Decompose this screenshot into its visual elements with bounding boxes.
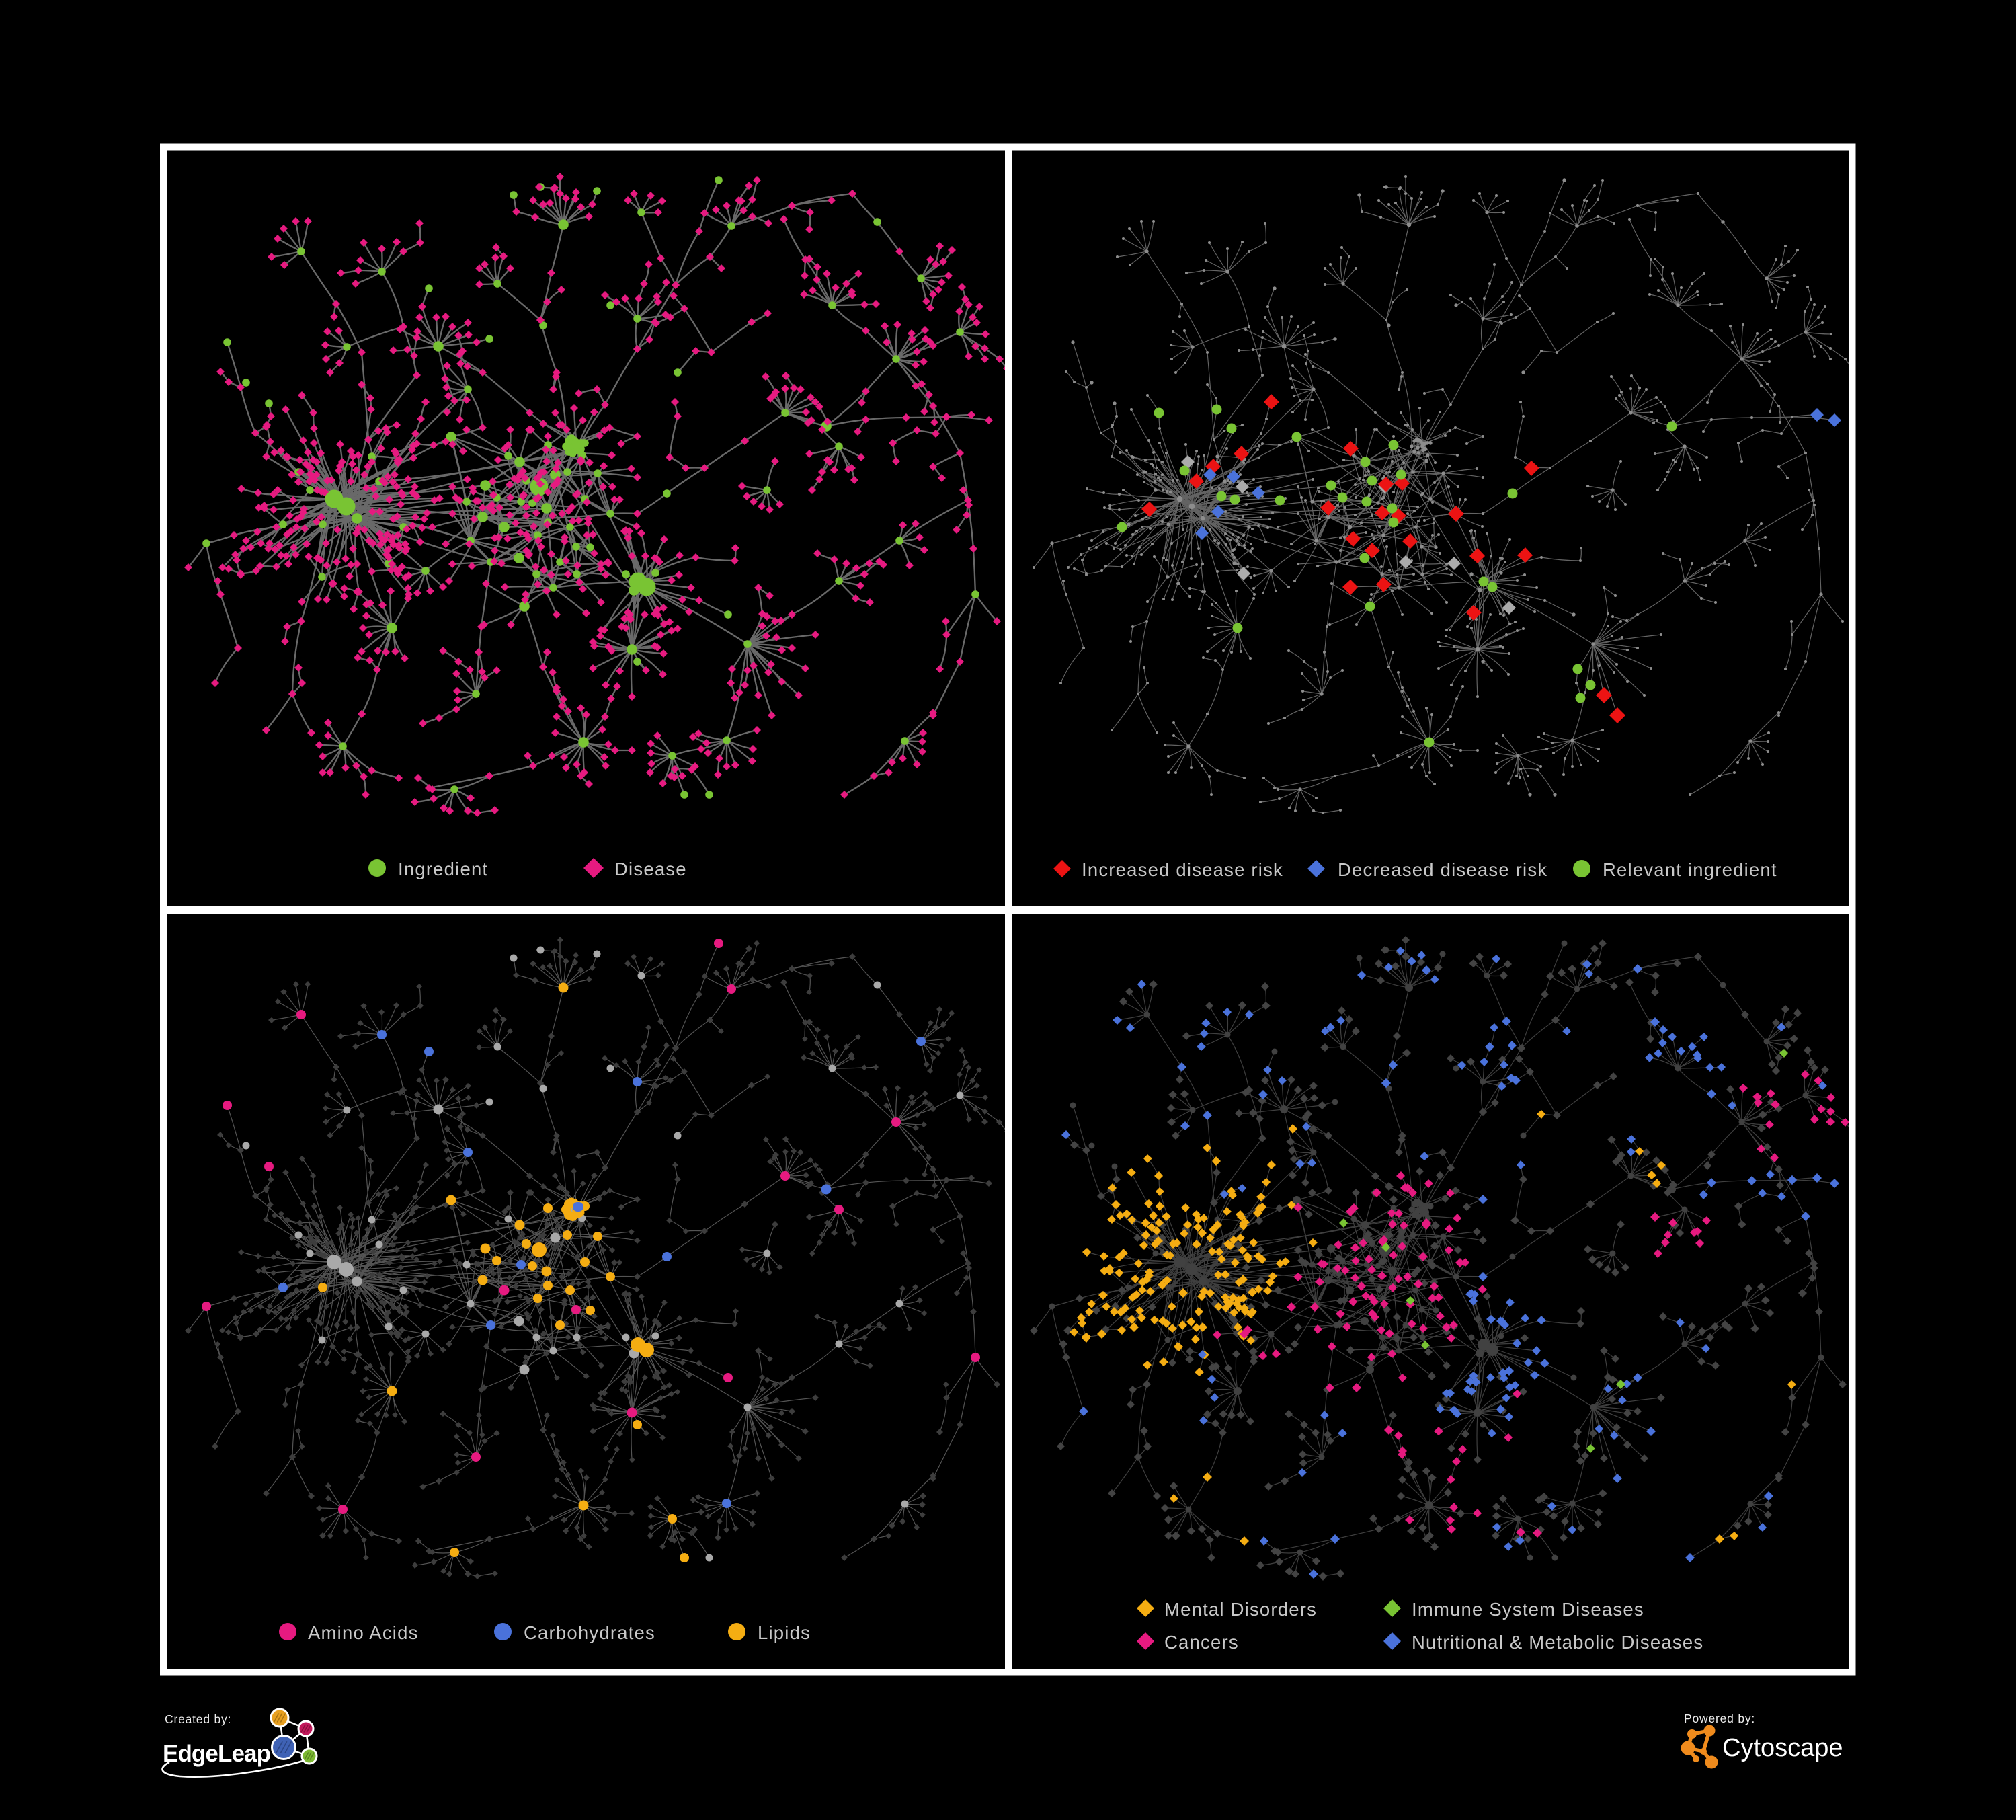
svg-text:Lipids: Lipids xyxy=(758,1622,811,1643)
svg-text:Immune System Diseases: Immune System Diseases xyxy=(1412,1599,1644,1620)
svg-text:Amino Acids: Amino Acids xyxy=(308,1622,419,1643)
svg-text:EdgeLeap: EdgeLeap xyxy=(163,1741,270,1767)
svg-text:Created by:: Created by: xyxy=(165,1712,231,1726)
svg-text:Disease: Disease xyxy=(614,859,687,879)
svg-text:Cytoscape: Cytoscape xyxy=(1722,1734,1843,1762)
svg-text:Relevant ingredient: Relevant ingredient xyxy=(1603,859,1777,880)
svg-text:Nutritional & Metabolic Diseas: Nutritional & Metabolic Diseases xyxy=(1412,1632,1703,1653)
svg-text:Powered by:: Powered by: xyxy=(1684,1712,1755,1725)
svg-text:Cancers: Cancers xyxy=(1164,1632,1239,1653)
svg-text:Decreased disease risk: Decreased disease risk xyxy=(1338,859,1547,880)
svg-text:Mental Disorders: Mental Disorders xyxy=(1164,1599,1317,1620)
svg-text:Ingredient: Ingredient xyxy=(398,859,488,879)
svg-text:Increased disease risk: Increased disease risk xyxy=(1082,859,1283,880)
svg-text:Carbohydrates: Carbohydrates xyxy=(524,1622,655,1643)
